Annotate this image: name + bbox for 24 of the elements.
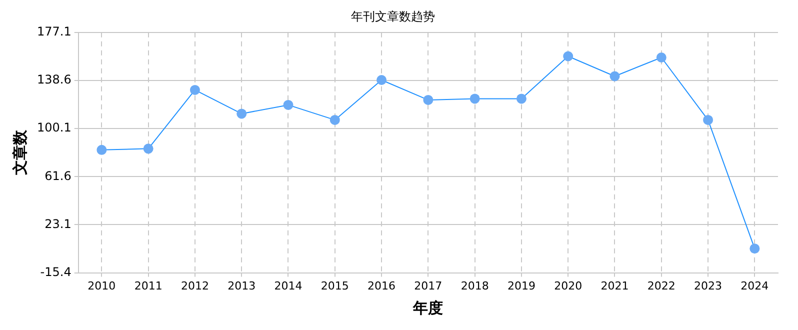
x-tick-label: 2017 — [414, 279, 442, 292]
x-tick-label: 2019 — [507, 279, 536, 292]
x-tick-label: 2024 — [740, 279, 769, 292]
y-tick-label: 100.1 — [36, 120, 72, 135]
x-tick-label: 2013 — [228, 279, 256, 292]
x-tick-label: 2010 — [88, 279, 116, 292]
x-tick-label: 2011 — [134, 279, 162, 292]
y-tick-label: 23.1 — [44, 216, 72, 231]
x-tick-label: 2021 — [600, 279, 629, 292]
x-tick-label: 2020 — [554, 279, 582, 292]
y-tick-label: -15.4 — [40, 264, 72, 279]
x-tick-label: 2018 — [460, 279, 489, 292]
x-tick-label: 2022 — [647, 279, 676, 292]
x-tick-label: 2016 — [368, 279, 396, 292]
x-tick-label: 2014 — [274, 279, 302, 292]
y-tick-label: 138.6 — [36, 72, 72, 87]
y-tick-label: 177.1 — [36, 24, 72, 39]
y-axis-title: 文章数 — [10, 129, 29, 176]
y-tick-label: 61.6 — [44, 168, 72, 183]
chart-title: 年刊文章数趋势 — [351, 9, 435, 24]
x-tick-label: 2023 — [694, 279, 722, 292]
x-tick-label: 2015 — [320, 279, 349, 292]
x-axis-title: 年度 — [412, 298, 444, 317]
x-tick-label: 2012 — [180, 279, 209, 292]
